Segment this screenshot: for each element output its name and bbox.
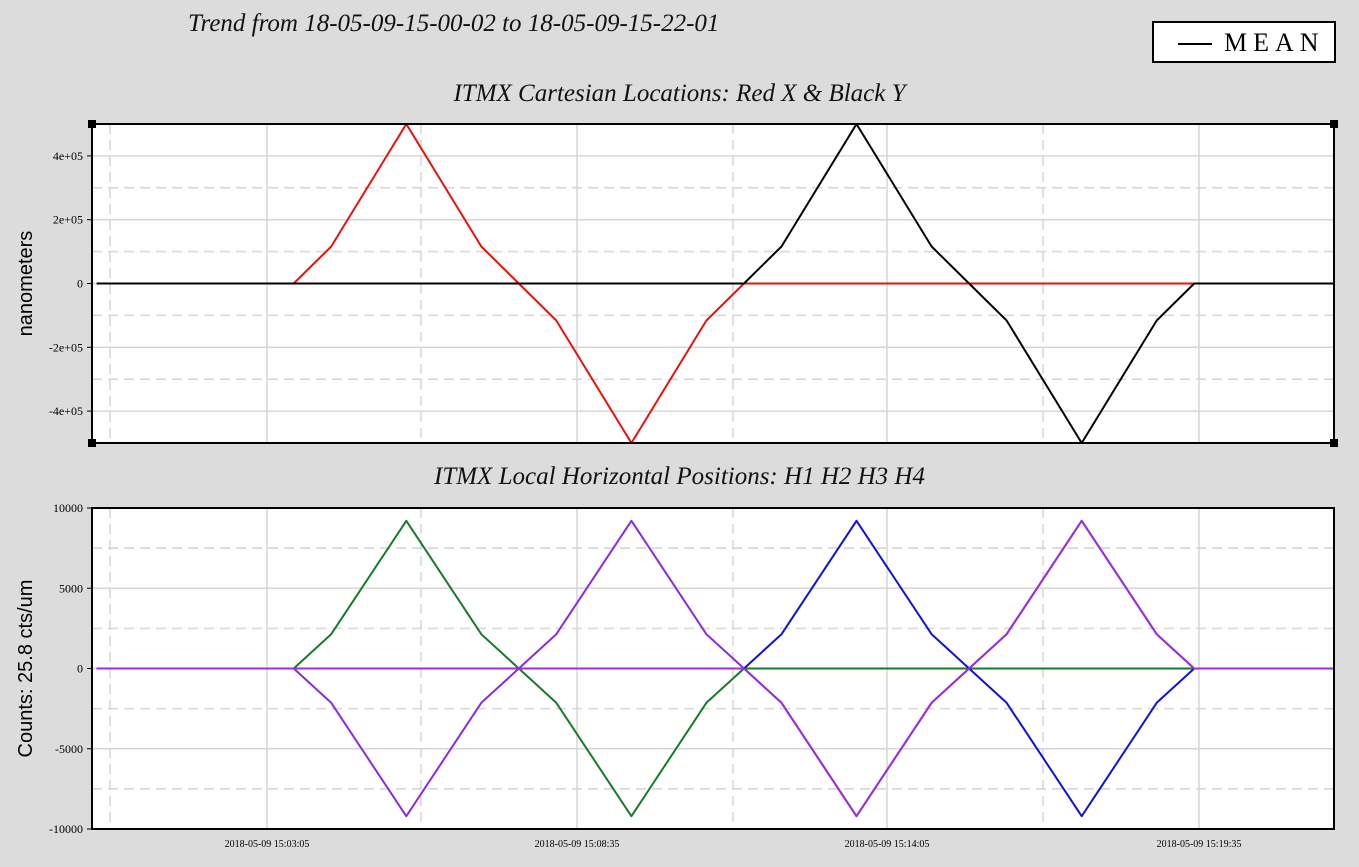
plot1-ytick-label: -2e+05	[49, 340, 83, 354]
plot2-xtick-label: 2018-05-09 15:03:05	[225, 839, 310, 850]
plot1-ytick-label: -4e+05	[49, 404, 83, 418]
plot2-ytick-label: 10000	[53, 501, 83, 515]
plot1-ytick-label: 4e+05	[53, 149, 83, 163]
plot1-series-line-2	[96, 123, 1334, 444]
plot2-xtick-label: 2018-05-09 15:19:35	[1157, 839, 1242, 850]
plot2-ylabel: Counts: 25.8 cts/um	[15, 580, 37, 758]
plot2-xtick-label: 2018-05-09 15:08:35	[535, 839, 620, 850]
trend-title: Trend from 18-05-09-15-00-02 to 18-05-09…	[188, 10, 720, 37]
plot1-corner-handle	[88, 439, 96, 447]
plot2-title: ITMX Local Horizontal Positions: H1 H2 H…	[434, 463, 925, 490]
plot1-ylabel: nanometers	[15, 231, 37, 337]
plot2-ytick-label: 0	[77, 662, 83, 676]
plot1-corner-handle	[1330, 439, 1338, 447]
plot1-ytick-label: 0	[77, 277, 83, 291]
legend-line-swatch	[1178, 43, 1212, 45]
legend: MEAN	[1152, 21, 1336, 63]
plot1-title: ITMX Cartesian Locations: Red X & Black …	[453, 80, 906, 107]
plot1-ytick-label: 2e+05	[53, 213, 83, 227]
plot2-series-line-4	[96, 519, 1334, 818]
plot2-ytick-label: -5000	[55, 742, 83, 756]
plot1-corner-handle	[1330, 120, 1338, 128]
plot2-ytick-label: -10000	[49, 822, 83, 836]
plot1-corner-handle	[88, 120, 96, 128]
legend-label: MEAN	[1224, 28, 1325, 57]
plot2-ytick-label: 5000	[59, 581, 83, 595]
plot2-xtick-label: 2018-05-09 15:14:05	[845, 839, 930, 850]
